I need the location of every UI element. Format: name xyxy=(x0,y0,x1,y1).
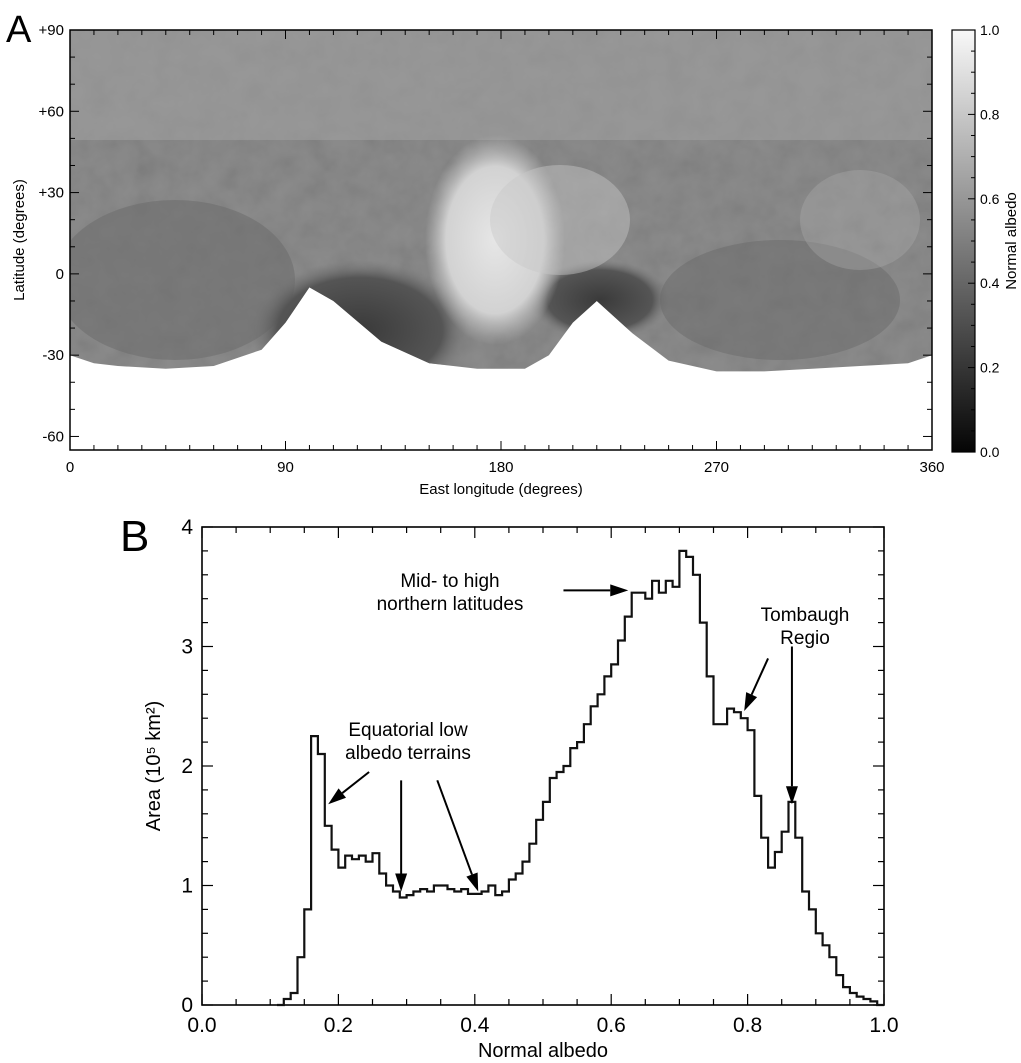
histogram-x-tick-label: 0.6 xyxy=(597,1014,626,1037)
colorbar-tick-label: 0.8 xyxy=(980,106,1000,122)
annotation-tombaugh-regio-text: Tombaugh xyxy=(761,605,850,626)
annotation-mid-high-latitudes-text: Mid- to high xyxy=(400,571,499,592)
panel-b-axes: 0.0 0.2 0.4 0.6 0.8 1.0 0 1 2 3 4 Normal albedo Area… xyxy=(143,516,899,1062)
colorbar-tick-label: 1.0 xyxy=(980,22,1000,38)
histogram-x-tick-label: 0.2 xyxy=(324,1014,353,1037)
annotation-mid-high-latitudes-text: northern latitudes xyxy=(377,594,524,615)
map-x-tick-label: 270 xyxy=(704,459,729,476)
histogram-y-tick-label: 2 xyxy=(181,755,193,778)
histogram-y-tick-label: 1 xyxy=(181,875,193,898)
colorbar: 1.0 0.8 0.6 0.4 0.2 0.0 Normal albedo xyxy=(951,22,1020,460)
colorbar-tick-label: 0.0 xyxy=(980,444,1000,460)
colorbar-title: Normal albedo xyxy=(1003,192,1020,290)
annotation-tombaugh-regio-text: Regio xyxy=(780,628,830,649)
annotation-equatorial-low-albedo-text: albedo terrains xyxy=(345,743,471,764)
histogram-y-tick-label: 3 xyxy=(181,636,193,659)
histogram-x-tick-label: 0.8 xyxy=(733,1014,762,1037)
map-y-tick-label: +90 xyxy=(39,22,64,39)
map-x-axis-title: East longitude (degrees) xyxy=(419,481,582,498)
histogram-x-tick-label: 1.0 xyxy=(869,1014,898,1037)
annotation-equatorial-low-albedo-arrow-shaft xyxy=(436,779,473,875)
map-x-tick-label: 90 xyxy=(277,459,294,476)
colorbar-tick-label: 0.4 xyxy=(980,275,1000,291)
histogram-y-tick-label: 4 xyxy=(181,516,193,539)
map-y-tick-label: -60 xyxy=(42,428,64,445)
annotation-tombaugh-regio-arrow-shaft xyxy=(750,658,769,696)
panel-letter-b: B xyxy=(120,512,149,561)
colorbar-tick-label: 0.6 xyxy=(980,191,1000,207)
map-y-tick-label: +30 xyxy=(39,185,64,202)
annotation-equatorial-low-albedo-arrow-head xyxy=(466,872,479,892)
histogram-y-axis-title: Area (10⁵ km²) xyxy=(143,701,165,832)
histogram-x-axis-title: Normal albedo xyxy=(478,1040,608,1062)
map-y-tick-label: 0 xyxy=(56,266,64,283)
annotation-equatorial-low-albedo-arrow-head xyxy=(328,788,347,805)
panel-letter-a: A xyxy=(6,9,32,51)
annotation-equatorial-low-albedo-arrow-shaft xyxy=(341,771,370,794)
histogram-step-line xyxy=(277,549,884,1007)
panel-b-albedo-histogram: B 0.0 0.2 0.4 0.6 0.8 1.0 0 1 2 3 4 Normal albedo Ar… xyxy=(120,512,899,1062)
annotation-tombaugh-regio-arrow-head xyxy=(744,692,758,712)
albedo-map-image xyxy=(70,30,932,372)
map-y-axis-title: Latitude (degrees) xyxy=(11,179,28,301)
annotation-tombaugh-regio-arrow-head xyxy=(785,786,798,805)
map-x-tick-label: 180 xyxy=(488,459,513,476)
annotation-equatorial-low-albedo-text: Equatorial low xyxy=(348,720,468,741)
map-x-tick-label: 360 xyxy=(919,459,944,476)
map-y-tick-label: -30 xyxy=(42,347,64,364)
annotation-equatorial-low-albedo-arrow-head xyxy=(395,873,408,892)
map-y-tick-label: +60 xyxy=(39,103,64,120)
annotation-mid-high-latitudes-arrow-head xyxy=(610,584,629,597)
panel-a-albedo-map: A 0 90 180 270 360 +90 +60 +30 0 -30 -60 East longi… xyxy=(6,9,1020,498)
histogram-x-tick-label: 0.0 xyxy=(187,1014,216,1037)
panel-a-axes: 0 90 180 270 360 +90 +60 +30 0 -30 -60 East longitu… xyxy=(11,22,945,498)
map-x-tick-label: 0 xyxy=(66,459,74,476)
histogram-y-tick-label: 0 xyxy=(181,994,193,1017)
colorbar-tick-label: 0.2 xyxy=(980,360,1000,376)
histogram-x-tick-label: 0.4 xyxy=(460,1014,490,1037)
